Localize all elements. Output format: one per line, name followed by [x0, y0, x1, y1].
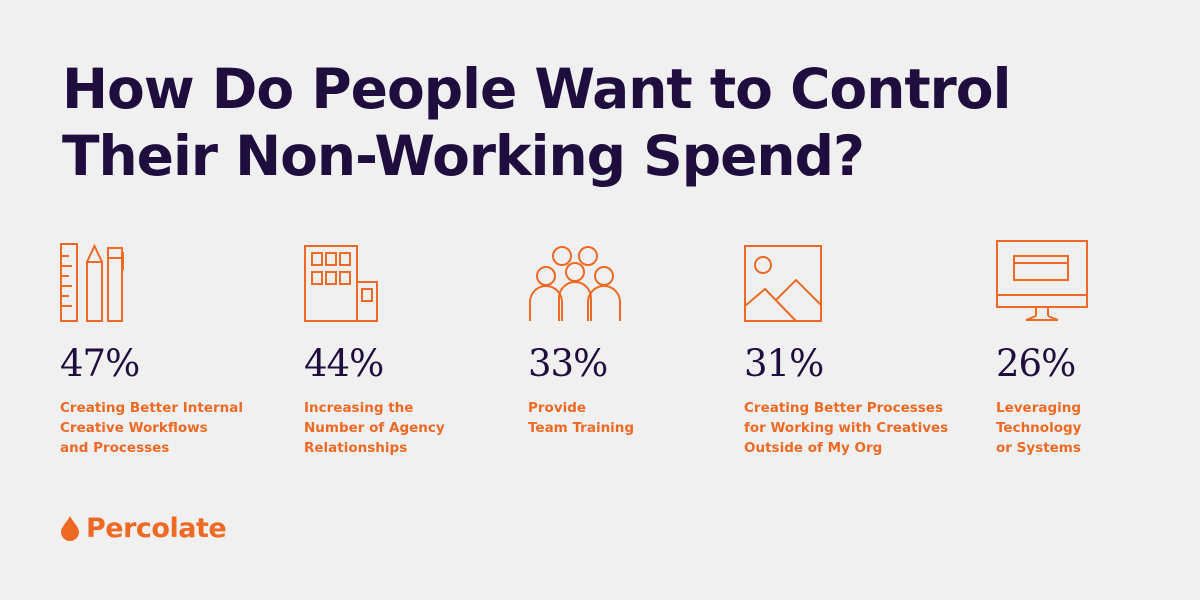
stat-label: Provide Team Training: [528, 400, 635, 436]
brand-name: Percolate: [86, 513, 227, 544]
stat-percent: 44%: [304, 342, 384, 385]
stat-label: Leveraging Technology or Systems: [996, 400, 1082, 456]
stat-percent: 31%: [744, 342, 824, 385]
computer-monitor-icon: [996, 236, 1106, 326]
stat-percent: 26%: [996, 342, 1076, 385]
stat-percent: 47%: [60, 342, 140, 385]
stat-label: Creating Better Processes for Working wi…: [744, 400, 949, 456]
drop-icon: [60, 515, 80, 546]
ruler-pencil-pen-icon: [60, 236, 170, 326]
stat-label: Increasing the Number of Agency Relation…: [304, 400, 445, 456]
page-title: How Do People Want to Control Their Non-…: [62, 57, 1011, 188]
image-landscape-icon: [744, 236, 854, 326]
stat-label: Creating Better Internal Creative Workfl…: [60, 400, 244, 456]
team-people-icon: [528, 236, 638, 326]
buildings-icon: [304, 236, 414, 326]
stat-percent: 33%: [528, 342, 608, 385]
